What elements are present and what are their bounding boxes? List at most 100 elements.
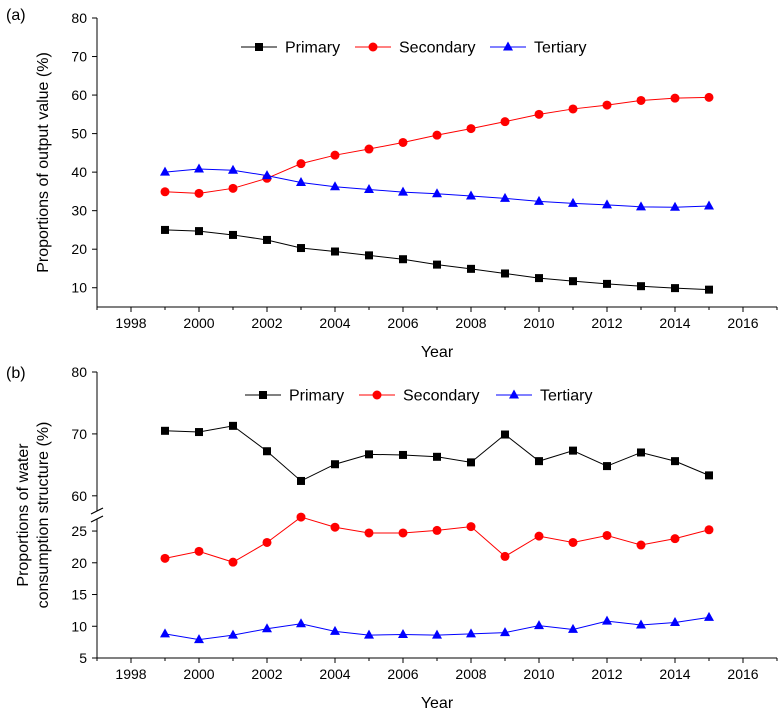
x-tick-label: 2016	[727, 315, 758, 331]
x-tick-label: 2008	[455, 666, 486, 682]
data-point	[501, 430, 509, 439]
data-point	[568, 197, 578, 207]
data-point	[398, 528, 408, 538]
series-triangle	[160, 611, 714, 644]
axis-break-mark	[90, 515, 104, 523]
x-tick-label: 2004	[319, 666, 350, 682]
data-point	[500, 117, 510, 127]
data-point	[296, 512, 306, 522]
series-circle	[160, 512, 714, 567]
legend-label: Secondary	[403, 388, 480, 405]
legend-marker	[372, 390, 382, 400]
data-point	[228, 557, 238, 567]
series-line	[164, 96, 710, 194]
data-point	[296, 177, 306, 187]
data-point	[466, 190, 476, 200]
x-tick-label: 1998	[115, 666, 146, 682]
x-tick-label: 2006	[387, 315, 418, 331]
data-point	[705, 471, 713, 480]
data-point	[534, 531, 544, 541]
data-point	[364, 629, 374, 639]
series-square	[161, 225, 713, 294]
x-tick-label: 2006	[387, 666, 418, 682]
data-point	[467, 458, 475, 467]
data-point	[263, 447, 271, 456]
y-tick-label: 70	[71, 426, 87, 442]
data-point	[432, 629, 442, 639]
data-point	[535, 457, 543, 466]
x-tick-label: 2010	[523, 666, 554, 682]
data-point	[433, 452, 441, 461]
data-point	[229, 230, 237, 239]
series-circle	[160, 92, 714, 198]
x-tick-label: 2010	[523, 315, 554, 331]
data-point	[194, 188, 204, 198]
data-point	[500, 627, 510, 637]
data-point	[704, 611, 714, 621]
data-point	[330, 522, 340, 532]
data-point	[466, 124, 476, 134]
x-tick-label: 2012	[591, 666, 622, 682]
x-tick-label: 2002	[251, 666, 282, 682]
legend-label: Primary	[289, 388, 344, 405]
series-line	[164, 516, 710, 563]
x-tick-label: 2014	[659, 666, 690, 682]
data-point	[534, 109, 544, 119]
data-point	[262, 623, 272, 633]
data-point	[569, 446, 577, 455]
data-point	[161, 426, 169, 435]
panel-b: (b) 60 70 80 5 10 15 20 25 Proportions of water co…	[6, 364, 778, 712]
data-point	[466, 628, 476, 638]
legend-marker	[503, 41, 513, 51]
data-point	[297, 244, 305, 253]
y-axis-title: Proportions of water consumption structur…	[15, 422, 52, 609]
y-axis-title: Proportions of output value (%)	[35, 52, 52, 273]
data-point	[296, 618, 306, 628]
y-tick-label: 20	[71, 555, 87, 571]
data-point	[398, 186, 408, 196]
data-point	[228, 164, 238, 174]
legend-marker	[259, 391, 267, 399]
y-tick-label: 70	[71, 49, 87, 65]
data-point	[467, 264, 475, 273]
x-tick-label: 2008	[455, 315, 486, 331]
data-point	[568, 537, 578, 547]
x-tick-label: 2000	[183, 315, 214, 331]
data-point	[534, 620, 544, 630]
data-point	[398, 629, 408, 639]
data-point	[637, 448, 645, 457]
series-line	[164, 229, 710, 291]
data-point	[636, 619, 646, 629]
series-line	[164, 168, 710, 208]
x-tick-label: 2012	[591, 315, 622, 331]
series-square	[161, 421, 713, 485]
y-tick-label: 25	[71, 523, 87, 539]
data-point	[704, 200, 714, 210]
data-point	[466, 522, 476, 532]
data-point	[670, 534, 680, 544]
y-tick-label: 60	[71, 488, 87, 504]
data-point	[194, 634, 204, 644]
y-tick-label: 30	[71, 203, 87, 219]
series-triangle	[160, 163, 714, 211]
data-point	[160, 628, 170, 638]
legend-marker	[255, 43, 263, 51]
data-point	[568, 104, 578, 114]
data-point	[670, 93, 680, 103]
data-point	[398, 137, 408, 147]
data-point	[364, 183, 374, 193]
y-tick-label: 10	[71, 280, 87, 296]
data-point	[636, 540, 646, 550]
x-tick-label: 1998	[115, 315, 146, 331]
data-point	[670, 616, 680, 626]
data-point	[670, 201, 680, 211]
data-point	[705, 285, 713, 294]
data-point	[365, 251, 373, 260]
x-tick-label: 2002	[251, 315, 282, 331]
data-point	[331, 247, 339, 256]
y-tick-label: 50	[71, 126, 87, 142]
data-point	[534, 195, 544, 205]
data-point	[262, 170, 272, 180]
y-tick-label: 20	[71, 241, 87, 257]
data-point	[637, 282, 645, 291]
